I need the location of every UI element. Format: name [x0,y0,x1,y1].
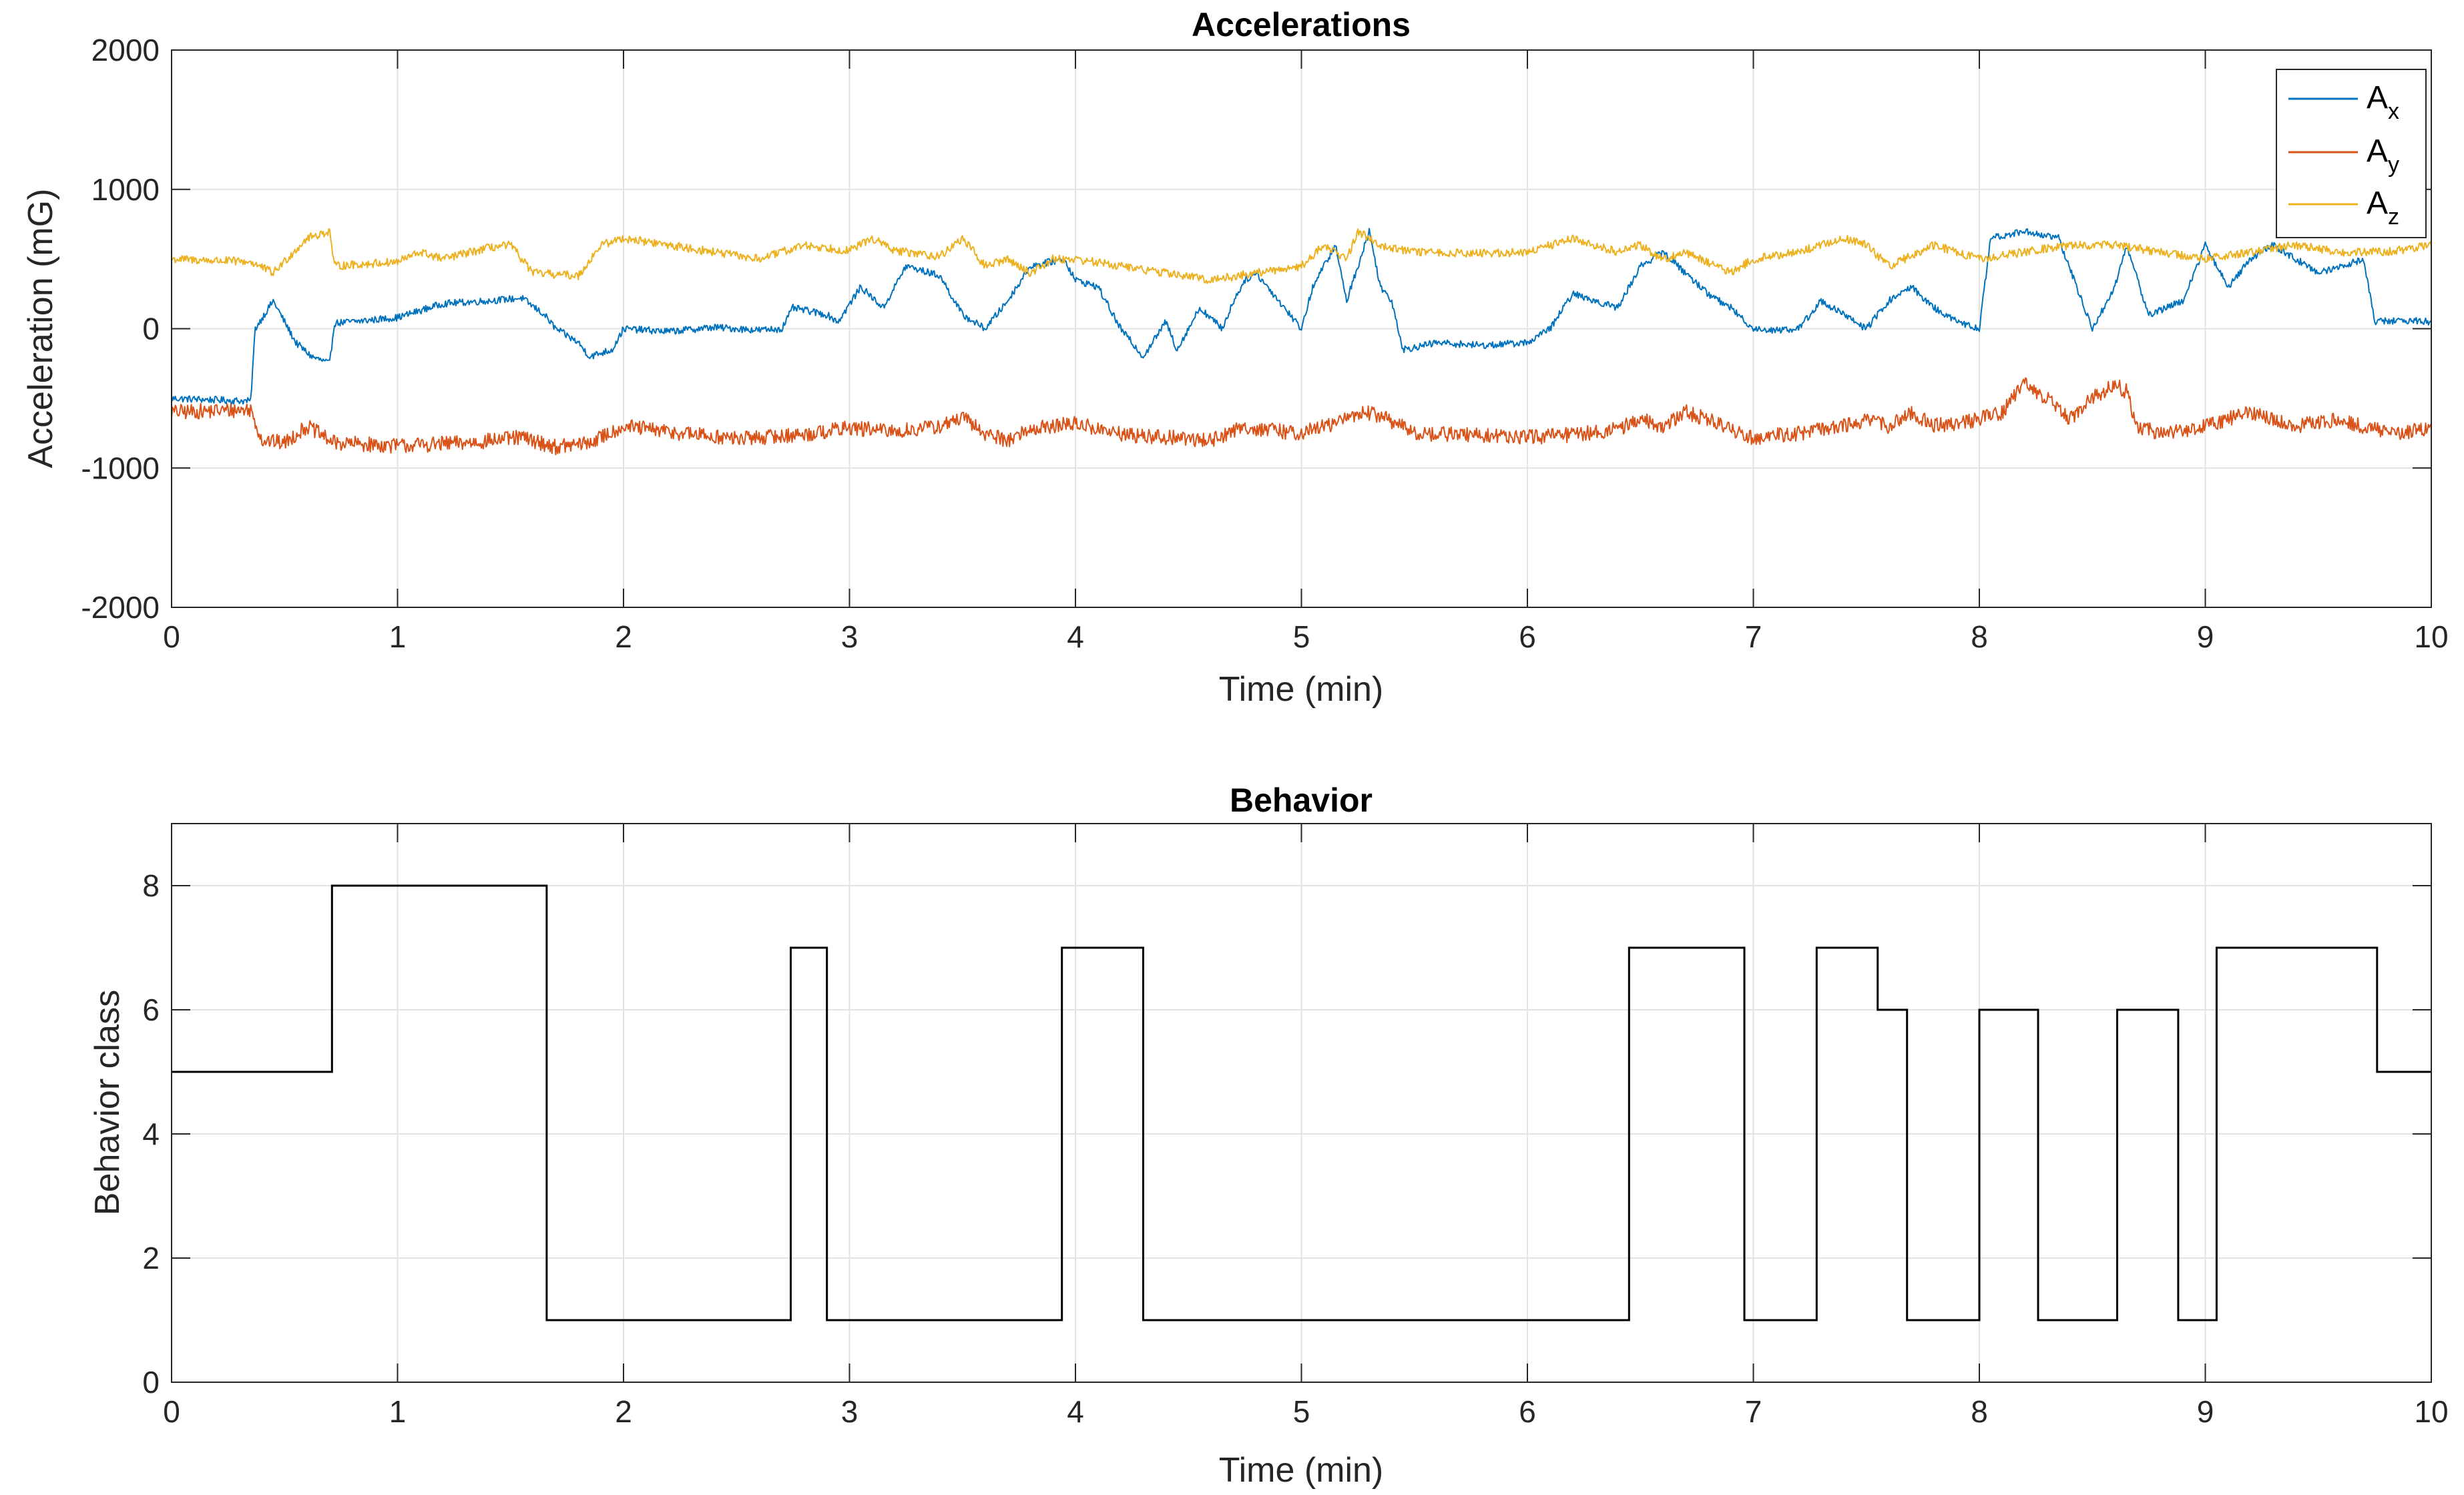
accel-xtick-label: 1 [389,619,407,654]
series-line-y [171,377,2432,456]
legend-label-az-base: A [2367,186,2388,221]
legend-label-ax-sub: x [2388,99,2399,124]
accel-title: Accelerations [1192,6,1411,43]
accel-xtick-label: 6 [1519,619,1536,654]
behavior-xtick-label: 6 [1519,1394,1536,1429]
behavior-ylabel: Behavior class [88,990,127,1215]
legend-box [2276,69,2427,238]
accel-ytick-label: -1000 [81,451,160,485]
behavior-xtick-label: 3 [841,1394,858,1429]
behavior-ytick-label: 6 [142,992,160,1027]
accel-ticks: 0 1 2 3 4 5 6 7 8 9 10 -2000 -1000 0 1000 2000 [81,33,2448,654]
behavior-title: Behavior [1230,782,1373,819]
behavior-chart: 0 1 2 3 4 5 6 7 8 9 10 0 2 4 6 8 Behavior Time (min) Be… [88,782,2449,1490]
legend-label-az: Az [2367,186,2399,230]
accel-series [171,228,2432,456]
legend-label-ax-base: A [2367,80,2388,115]
behavior-xtick-label: 9 [2197,1394,2214,1429]
legend-label-az-sub: z [2388,204,2399,230]
behavior-xtick-label: 8 [1971,1394,1988,1429]
legend-label-ax: Ax [2367,80,2399,124]
accel-xtick-label: 8 [1971,619,1988,654]
series-line-z [171,228,2432,284]
accel-xtick-label: 5 [1293,619,1310,654]
behavior-xtick-label: 4 [1067,1394,1084,1429]
behavior-xlabel: Time (min) [1219,1451,1384,1490]
legend-entry-ax: Ax [2288,80,2399,124]
accelerations-chart: 0 1 2 3 4 5 6 7 8 9 10 -2000 -1000 0 1000 2000 Accelera… [21,6,2449,709]
legend-label-ay-sub: y [2388,152,2399,178]
accel-ytick-label: 1000 [91,172,160,207]
behavior-xtick-label: 5 [1293,1394,1310,1429]
accel-ylabel: Acceleration (mG) [21,189,60,469]
behavior-ytick-label: 8 [142,868,160,903]
behavior-xtick-label: 2 [615,1394,632,1429]
accel-xtick-label: 7 [1745,619,1762,654]
series-line-x [171,228,2432,405]
accel-legend: Ax Ay Az [2276,69,2427,238]
behavior-ytick-label: 4 [142,1117,160,1151]
behavior-xtick-label: 0 [163,1394,180,1429]
behavior-ytick-label: 2 [142,1241,160,1275]
legend-entry-az: Az [2288,186,2399,230]
accel-ytick-label: 2000 [91,33,160,67]
accel-ytick-label: -2000 [81,590,160,625]
accel-ytick-label: 0 [142,312,160,346]
behavior-ytick-label: 0 [142,1365,160,1400]
behavior-series [172,884,2431,1321]
accel-xtick-label: 0 [163,619,180,654]
legend-label-ay-base: A [2367,133,2388,169]
legend-entry-ay: Ay [2288,133,2399,178]
accel-xtick-label: 2 [615,619,632,654]
accel-xlabel: Time (min) [1219,670,1384,709]
behavior-xtick-label: 1 [389,1394,407,1429]
behavior-xtick-label: 7 [1745,1394,1762,1429]
behavior-ticks: 0 1 2 3 4 5 6 7 8 9 10 0 2 4 6 8 [142,824,2449,1429]
accel-xtick-label: 4 [1067,619,1084,654]
accel-xtick-label: 3 [841,619,858,654]
accel-xtick-label: 9 [2197,619,2214,654]
legend-label-ay: Ay [2367,133,2399,178]
behavior-xtick-label: 10 [2414,1394,2448,1429]
accel-xtick-label: 10 [2414,619,2448,654]
behavior-step-line [172,884,2431,1321]
